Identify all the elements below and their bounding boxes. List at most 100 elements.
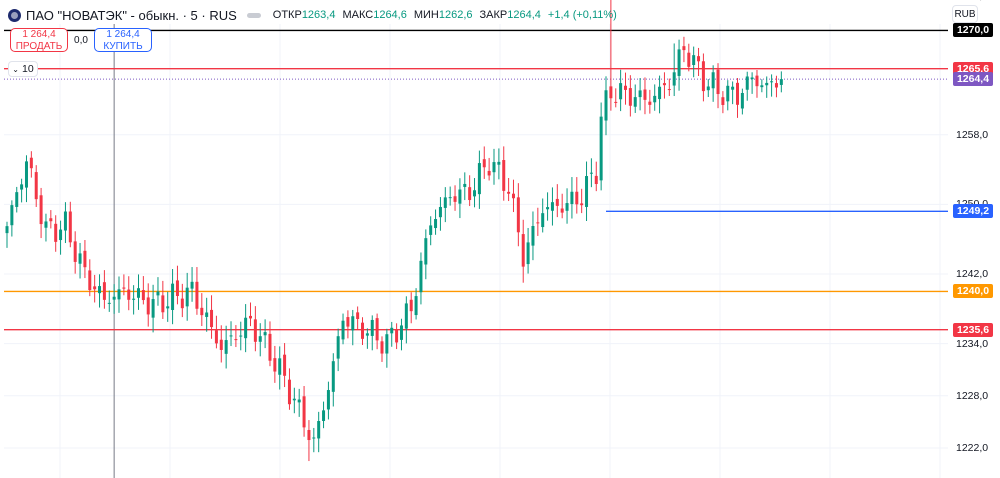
candle: [565, 188, 569, 224]
candle: [331, 353, 335, 407]
candle: [127, 276, 131, 311]
candle: [239, 321, 243, 351]
candle: [175, 265, 179, 305]
candle: [117, 276, 121, 313]
change-value: +1,4 (+0,11%): [547, 9, 617, 21]
candle: [560, 193, 564, 219]
candle: [351, 309, 355, 346]
candle: [98, 274, 102, 308]
candle: [731, 81, 735, 105]
candle: [458, 178, 462, 219]
sell-price: 1 264,4: [22, 29, 56, 40]
candle: [482, 146, 486, 179]
candle: [34, 165, 38, 207]
candle: [443, 187, 447, 223]
candle: [511, 179, 515, 213]
price-axis-tick: 1242,0: [956, 268, 989, 280]
candle: [326, 381, 330, 420]
candle: [487, 157, 491, 181]
open-value: 1263,4: [301, 9, 336, 21]
interval-selector[interactable]: ⌄ 10: [8, 61, 38, 77]
candle: [409, 292, 413, 324]
candle: [249, 302, 252, 327]
candle: [370, 315, 374, 351]
candle: [68, 201, 72, 248]
candle: [253, 306, 257, 352]
candle: [672, 43, 676, 97]
sell-label: ПРОДАТЬ: [15, 41, 63, 52]
candle: [210, 295, 214, 339]
candle: [161, 280, 165, 319]
symbol-title[interactable]: ПАО "НОВАТЭК" - обыкн. · 5 · RUS: [26, 7, 237, 23]
close-label: ЗАКР: [479, 9, 508, 21]
price-level-tag[interactable]: 1249,2: [953, 204, 993, 219]
candle: [336, 328, 340, 372]
candle: [424, 229, 428, 280]
candle: [205, 297, 209, 332]
candle: [716, 63, 720, 109]
price-level-tag[interactable]: 1270,0: [953, 23, 993, 38]
candle: [346, 310, 350, 339]
candle: [399, 318, 403, 351]
candle: [414, 288, 418, 320]
candle: [541, 198, 545, 233]
candle: [224, 325, 228, 369]
candle: [575, 177, 579, 214]
candle: [687, 43, 691, 72]
candle: [779, 71, 783, 93]
candle: [633, 84, 637, 113]
candle: [477, 150, 481, 209]
spread-value: 0,0: [74, 34, 88, 46]
candle: [589, 158, 593, 188]
price-level-tag[interactable]: 1264,4: [953, 72, 993, 87]
candle: [599, 102, 603, 191]
candle: [356, 306, 360, 330]
candle: [419, 252, 423, 305]
candle: [429, 216, 433, 246]
candle: [648, 89, 652, 114]
candle: [453, 185, 457, 211]
candle: [745, 71, 749, 101]
candle: [20, 178, 24, 203]
candle: [107, 290, 111, 312]
candle: [29, 151, 33, 178]
candle: [765, 76, 769, 98]
candle: [278, 346, 282, 390]
candle: [609, 0, 613, 111]
buy-price: 1 264,4: [106, 29, 140, 40]
candle: [770, 74, 774, 97]
price-level-tag[interactable]: 1240,0: [953, 284, 993, 299]
candle: [658, 75, 662, 114]
candle: [619, 69, 623, 112]
price-axis-tick: 1222,0: [956, 442, 989, 454]
candle: [268, 321, 272, 367]
candle: [185, 272, 189, 321]
currency-selector[interactable]: RUB: [952, 5, 978, 23]
candle: [726, 80, 730, 111]
buy-button[interactable]: 1 264,4 КУПИТЬ: [94, 28, 152, 52]
low-label: МИН: [413, 9, 439, 21]
candle: [653, 84, 657, 111]
candle: [623, 72, 627, 105]
candle: [667, 78, 671, 96]
candle: [682, 36, 686, 63]
candle: [701, 53, 705, 102]
candle: [594, 161, 598, 192]
candle: [404, 296, 408, 344]
sell-button[interactable]: 1 264,4 ПРОДАТЬ: [10, 28, 68, 52]
candle: [195, 267, 199, 315]
candle: [292, 387, 296, 414]
candle: [614, 88, 618, 108]
price-level-tag[interactable]: 1235,6: [953, 322, 993, 337]
candle: [550, 187, 554, 226]
candle: [132, 285, 136, 315]
candle: [258, 323, 262, 357]
candle: [171, 268, 175, 325]
candle: [546, 192, 550, 221]
candle: [78, 242, 82, 279]
candle: [711, 65, 715, 102]
low-value: 1262,6: [438, 9, 473, 21]
price-axis-tick: 1228,0: [956, 389, 989, 402]
candle: [662, 72, 666, 99]
